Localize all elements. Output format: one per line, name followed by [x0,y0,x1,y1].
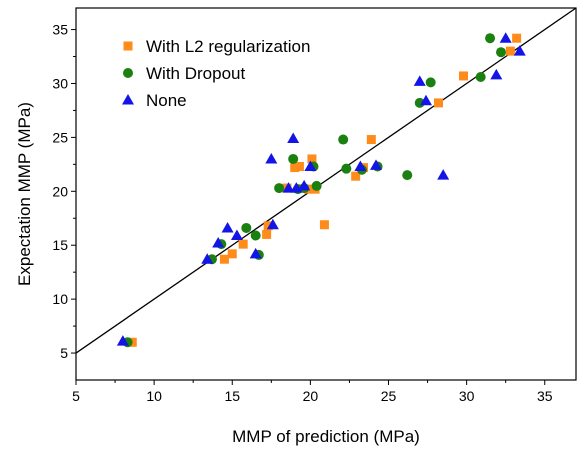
y-tick-label: 25 [52,129,68,145]
data-point-circle [250,230,261,241]
data-point-triangle [298,179,311,191]
data-point-triangle [266,218,279,230]
y-tick-label: 15 [52,237,68,253]
x-tick-label: 30 [459,388,475,404]
series-triangle-group [116,32,526,346]
legend-box [110,24,350,110]
data-point-triangle [282,182,295,193]
data-point-triangle [212,237,225,248]
data-point-triangle [370,159,382,170]
data-point-circle [485,33,496,44]
x-tick-label: 25 [381,388,397,404]
x-tick-label: 35 [537,388,553,404]
data-point-circle [425,77,436,88]
y-tick-label: 30 [52,75,68,91]
data-point-triangle [437,169,450,180]
legend-label: With Dropout [146,64,245,83]
data-point-square [366,135,376,145]
data-point-square [262,229,272,239]
legend-marker-triangle [122,94,134,105]
legend-item: With L2 regularization [123,37,310,56]
data-point-circle [288,153,299,164]
x-tick-label: 15 [224,388,240,404]
x-axis-title: MMP of prediction (MPa) [232,427,420,446]
data-point-square [459,71,468,81]
legend-item: With Dropout [123,64,245,83]
y-tick-label: 5 [60,345,68,361]
y-tick-label: 10 [52,291,68,307]
data-point-triangle [201,253,214,264]
data-point-circle [475,72,486,83]
data-point-circle [274,183,285,194]
legend-marker-square [123,41,133,51]
legend-marker-circle [123,68,133,78]
data-point-circle [341,163,352,174]
data-point-triangle [304,160,317,172]
legend-item: None [122,91,187,110]
data-point-square [319,220,329,230]
data-point-circle [338,134,349,145]
data-point-triangle [116,335,129,346]
data-point-triangle [249,247,262,259]
data-point-triangle [265,152,278,164]
data-point-square [227,249,237,259]
data-point-circle [311,180,322,191]
data-point-triangle [221,221,234,233]
legend: With L2 regularization With Dropout None [110,24,350,110]
data-point-square [263,221,273,231]
data-point-triangle [413,75,426,86]
data-point-circle [414,97,425,108]
data-point-triangle [230,229,243,241]
data-point-triangle [513,45,526,56]
y-tick-label: 35 [52,22,68,38]
data-point-triangle [499,32,512,43]
x-tick-label: 10 [146,388,162,404]
data-point-square [351,171,361,181]
data-point-square [434,98,443,108]
x-tick-label: 5 [72,388,80,404]
y-tick-label: 20 [52,183,68,199]
data-point-square [505,46,515,56]
data-point-circle [496,47,506,58]
data-point-triangle [287,132,300,143]
data-point-square [294,162,304,172]
data-point-triangle [420,94,432,106]
data-point-circle [241,222,252,233]
x-tick-label: 20 [303,388,319,404]
legend-label: None [146,91,187,110]
data-point-square [238,239,248,249]
reference-line-y-equals-x [76,8,576,354]
plot-area-frame [75,7,577,381]
data-point-triangle [354,160,367,172]
data-point-triangle [490,68,503,80]
legend-label: With L2 regularization [146,37,310,56]
y-axis-title: Expectation MMP (MPa) [15,102,34,286]
data-point-square [307,154,317,164]
data-point-circle [402,170,413,181]
data-point-square [290,163,300,173]
data-point-square [219,254,229,264]
data-point-square [512,33,522,43]
